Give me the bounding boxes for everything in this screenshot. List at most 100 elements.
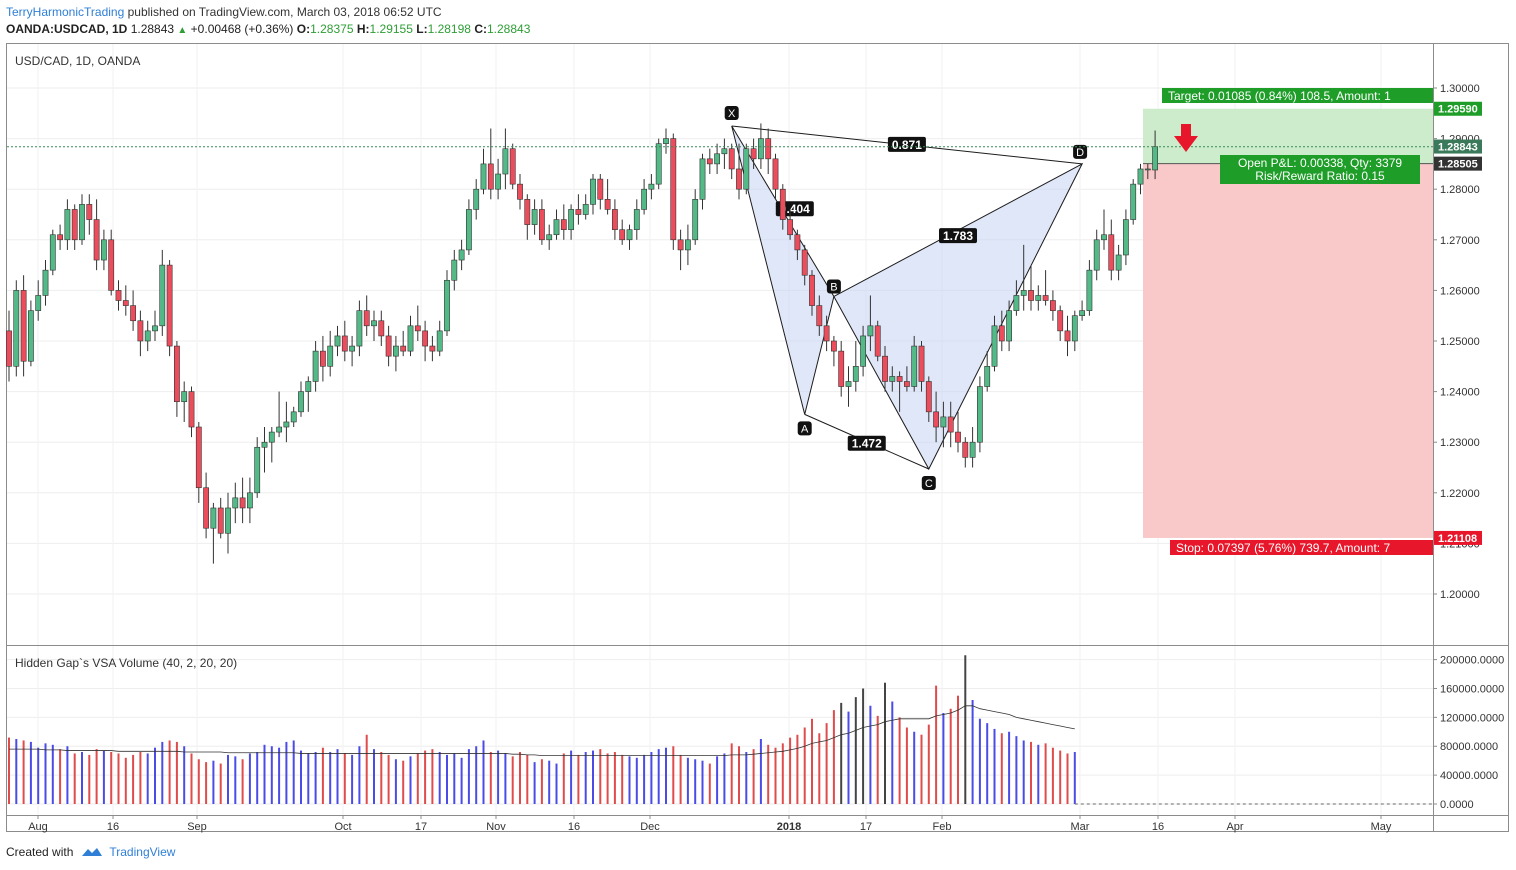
candle — [838, 341, 845, 397]
tradingview-link[interactable]: TradingView — [109, 845, 176, 859]
price-axis-label-stop: 1.21108 — [1434, 530, 1482, 545]
candle — [451, 249, 458, 291]
candle — [13, 280, 20, 377]
candle-body — [597, 178, 604, 200]
candle — [721, 138, 728, 169]
candle-body — [115, 290, 122, 301]
candle — [1101, 209, 1107, 250]
candle — [1064, 315, 1071, 357]
pattern-point-x: X — [724, 105, 739, 120]
candle-body — [144, 330, 151, 342]
price-axis-label-bg — [1434, 156, 1482, 171]
candle-body — [633, 209, 640, 230]
candle-body — [268, 431, 275, 443]
candle — [991, 315, 998, 372]
candle — [867, 295, 874, 352]
pattern-point-label: A — [801, 423, 809, 435]
candle — [71, 204, 78, 250]
candle — [517, 174, 523, 210]
time-tick-label: 16 — [107, 821, 119, 833]
candle-body — [772, 158, 779, 190]
vsa-average-line — [9, 705, 1075, 757]
author-link[interactable]: TerryHarmonicTrading — [6, 5, 125, 19]
candle — [414, 305, 421, 341]
candle — [130, 290, 136, 331]
price-tick-label: 1.26000 — [1440, 285, 1480, 297]
candle — [1006, 300, 1012, 352]
candle-body — [852, 365, 859, 382]
candle — [1071, 310, 1078, 352]
candle-body — [298, 391, 304, 413]
candle-body — [1028, 290, 1034, 301]
candle-body — [1086, 269, 1093, 311]
candle — [1079, 300, 1085, 321]
ratio-label: 0.871 — [887, 136, 926, 152]
price-tick-label: 1.23000 — [1440, 437, 1480, 449]
candle — [261, 427, 268, 473]
pattern-point-d: D — [1073, 144, 1088, 159]
target-label-text: Target: 0.01085 (0.84%) 108.5, Amount: 1 — [1168, 89, 1391, 103]
candle — [473, 179, 480, 220]
candle-body — [166, 264, 173, 347]
candle-body — [35, 295, 42, 311]
candle — [933, 391, 939, 443]
candles — [6, 123, 1158, 564]
candle — [925, 376, 932, 422]
candle — [495, 158, 501, 200]
candle — [319, 335, 326, 382]
candle-body — [1108, 234, 1115, 271]
candle — [108, 229, 115, 296]
sell-arrow-icon — [1174, 124, 1198, 152]
candle-body — [480, 163, 487, 190]
candle-body — [210, 507, 217, 529]
candle — [42, 260, 49, 306]
candle — [422, 320, 428, 362]
candle — [852, 341, 859, 392]
candle-body — [590, 178, 596, 205]
ratio-badge — [847, 435, 886, 451]
candle — [1057, 305, 1064, 341]
candle — [969, 427, 976, 468]
close-label: C: — [474, 22, 487, 36]
price-axis-label-target: 1.29590 — [1434, 101, 1482, 116]
high-value: 1.29155 — [369, 22, 413, 36]
candle — [349, 335, 355, 367]
candle — [794, 229, 801, 261]
candle — [677, 229, 684, 271]
price-axis-label-text: 1.28505 — [1438, 159, 1478, 171]
candle-body — [867, 325, 874, 337]
candle-body — [1057, 310, 1064, 332]
candle — [276, 391, 282, 438]
candle-body — [663, 138, 669, 144]
candle-body — [984, 365, 991, 387]
candle-body — [1115, 254, 1122, 271]
pattern-point-label: C — [925, 478, 933, 490]
open-value: 1.28375 — [310, 22, 354, 36]
pattern-point-badge — [826, 279, 841, 294]
candle-body — [487, 163, 494, 190]
candle-body — [838, 350, 845, 387]
candle-body — [217, 507, 224, 534]
candle-body — [1123, 219, 1129, 256]
pnl-box: Open P&L: 0.00338, Qty: 3379Risk/Reward … — [1220, 155, 1420, 184]
candle — [371, 310, 377, 341]
pattern-point-badge — [724, 105, 739, 120]
candle — [400, 330, 407, 357]
volume-tick-label: 160000.0000 — [1440, 683, 1504, 695]
candle-body — [1013, 295, 1020, 311]
candle — [298, 381, 304, 417]
candle-body — [93, 219, 100, 261]
pattern-point-badge — [797, 421, 812, 436]
candle — [86, 194, 93, 235]
candle — [1050, 290, 1056, 321]
candle-body — [757, 138, 764, 160]
candle-body — [575, 209, 582, 215]
candle-body — [174, 345, 180, 403]
candle — [1042, 270, 1049, 306]
candle-body — [502, 148, 509, 175]
candle — [903, 366, 910, 392]
volume-bars — [8, 655, 1433, 805]
ratio-badge — [887, 136, 926, 152]
candle — [174, 341, 180, 417]
